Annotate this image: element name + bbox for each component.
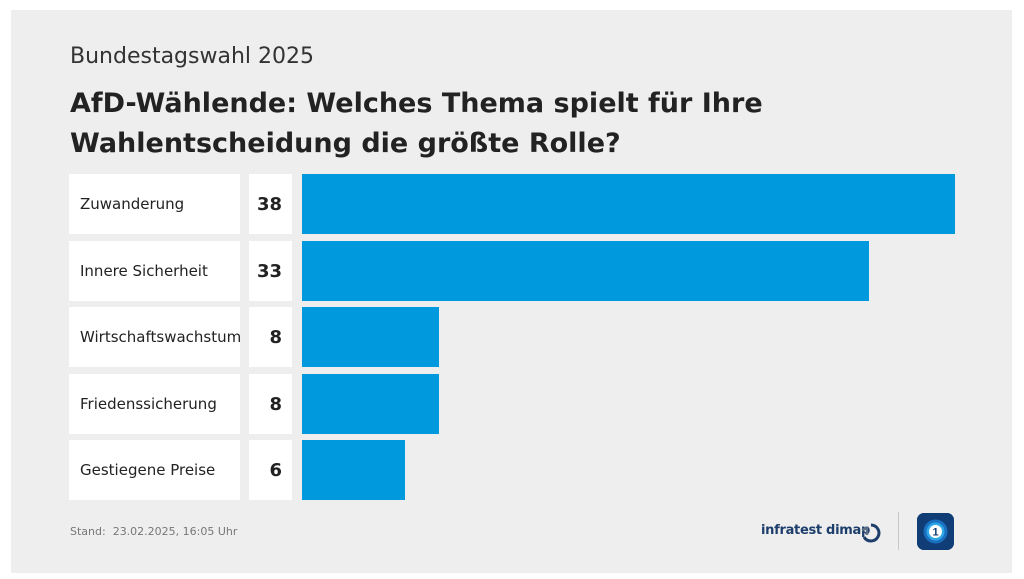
data-label: 38 xyxy=(249,174,292,234)
infratest-dimap-icon xyxy=(861,523,881,543)
category-label: Zuwanderung xyxy=(69,174,240,234)
source-label: infratest dimap xyxy=(761,523,870,538)
category-label: Gestiegene Preise xyxy=(69,440,240,500)
bar xyxy=(302,307,439,367)
data-label-text: 33 xyxy=(256,260,282,282)
category-label-text: Innere Sicherheit xyxy=(80,262,208,280)
category-label-text: Zuwanderung xyxy=(80,195,185,213)
footer-divider xyxy=(898,512,899,550)
bar xyxy=(302,440,405,500)
category-label: Innere Sicherheit xyxy=(69,241,240,301)
category-label-text: Gestiegene Preise xyxy=(80,461,216,479)
data-label: 8 xyxy=(249,374,292,434)
data-label-text: 38 xyxy=(256,193,282,215)
bar xyxy=(302,374,439,434)
category-label-text: Wirtschaftswachstum xyxy=(80,328,242,346)
category-label-text: Friedenssicherung xyxy=(80,395,217,413)
tagesschau-logo-icon: 1 xyxy=(917,513,954,550)
category-label: Friedenssicherung xyxy=(69,374,240,434)
data-label: 33 xyxy=(249,241,292,301)
data-label-text: 8 xyxy=(269,326,282,348)
data-label: 8 xyxy=(249,307,292,367)
bar xyxy=(302,241,869,301)
timestamp: Stand: 23.02.2025, 16:05 Uhr xyxy=(70,525,238,538)
category-label: Wirtschaftswachstum xyxy=(69,307,242,367)
data-label-text: 6 xyxy=(269,459,282,481)
chart-title: AfD-Wählende: Welches Thema spielt für I… xyxy=(70,88,763,159)
data-label: 6 xyxy=(249,440,292,500)
svg-text:1: 1 xyxy=(932,527,938,539)
chart-card: Bundestagswahl 2025 AfD-Wählende: Welche… xyxy=(11,10,1012,573)
bar xyxy=(302,174,955,234)
chart-supertitle: Bundestagswahl 2025 xyxy=(70,44,314,69)
data-label-text: 8 xyxy=(269,393,282,415)
bar-chart: Zuwanderung 38 Innere Sicherheit 33 Wirtscha… xyxy=(11,10,1012,573)
